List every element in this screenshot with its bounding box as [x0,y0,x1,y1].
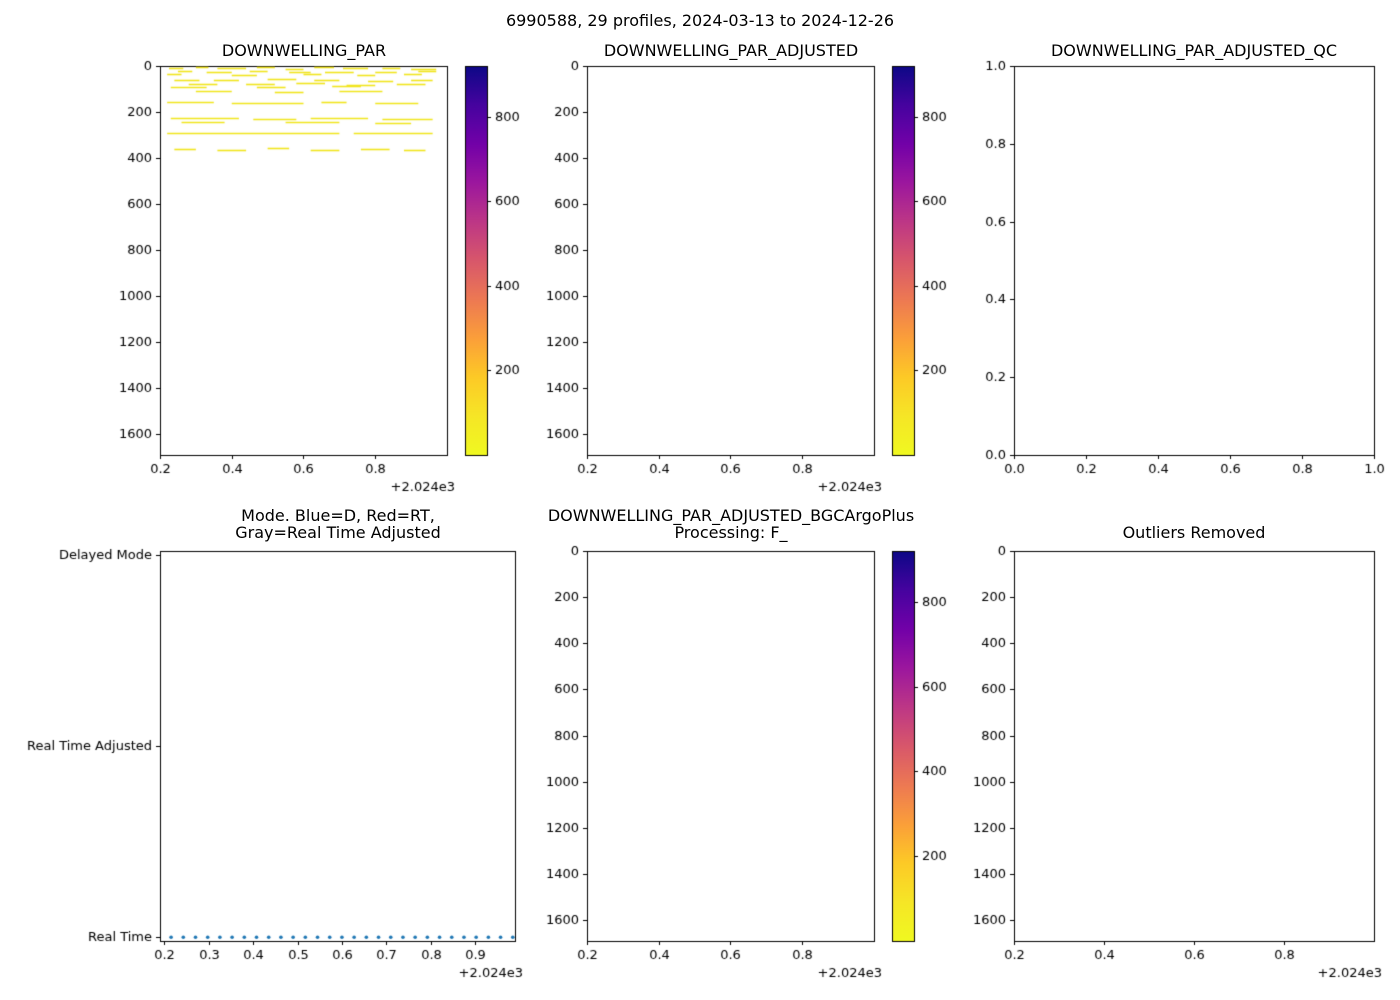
subplot-title-outliers-removed: Outliers Removed [1122,523,1266,542]
subplot-title-downwelling-par: DOWNWELLING_PAR [221,41,387,60]
subplot-title-downwelling-par-adjusted-qc: DOWNWELLING_PAR_ADJUSTED_QC [1050,41,1338,60]
figure-title: 6990588, 29 profiles, 2024-03-13 to 2024… [505,11,895,30]
subplot-title-bgcargoplus: DOWNWELLING_PAR_ADJUSTED_BGCArgoPlus Pro… [547,506,915,542]
subplot-title-mode: Mode. Blue=D, Red=RT, Gray=Real Time Adj… [235,506,441,542]
subplot-title-downwelling-par-adjusted: DOWNWELLING_PAR_ADJUSTED [603,41,859,60]
